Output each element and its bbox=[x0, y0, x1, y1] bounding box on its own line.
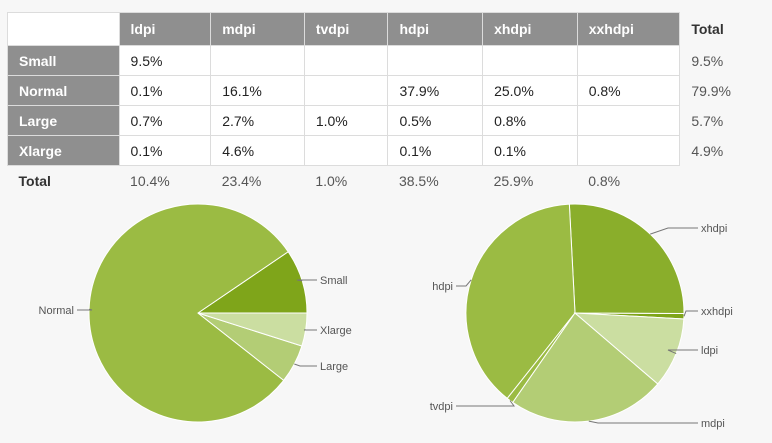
table-row-normal: Normal 0.1% 16.1% 37.9% 25.0% 0.8% 79.9% bbox=[7, 75, 772, 106]
col-header-hdpi: hdpi bbox=[387, 12, 484, 46]
pie-label-hdpi: hdpi bbox=[432, 281, 453, 293]
corner-cell bbox=[7, 12, 120, 46]
col-header-xhdpi: xhdpi bbox=[482, 12, 578, 46]
table-cell: 9.5% bbox=[118, 45, 212, 76]
table-cell: 25.0% bbox=[482, 75, 578, 106]
leader-line-normal bbox=[77, 308, 93, 311]
column-total: 10.4% bbox=[130, 172, 170, 189]
table-cell bbox=[482, 45, 578, 76]
table-cell bbox=[576, 105, 681, 136]
column-total: 0.8% bbox=[588, 172, 621, 189]
table-cell bbox=[303, 135, 389, 166]
pie-slice-hdpi bbox=[465, 203, 576, 400]
table-cell: 4.6% bbox=[210, 135, 305, 166]
pie-label-normal: Normal bbox=[39, 305, 74, 317]
row-total: 4.9% bbox=[691, 142, 724, 159]
col-header-total: Total bbox=[691, 21, 724, 37]
column-total: 25.9% bbox=[493, 172, 534, 189]
table-cell bbox=[303, 75, 389, 106]
table-cell: 37.9% bbox=[387, 75, 484, 106]
row-header-normal: Normal bbox=[7, 75, 120, 106]
table-cell bbox=[576, 45, 681, 76]
column-total: 38.5% bbox=[398, 172, 439, 189]
table-cell: 0.1% bbox=[482, 135, 578, 166]
row-header-xlarge: Xlarge bbox=[7, 135, 120, 166]
table-row-xlarge: Xlarge 0.1% 4.6% 0.1% 0.1% 4.9% bbox=[7, 135, 772, 166]
table-cell bbox=[576, 135, 681, 166]
pie-label-mdpi: mdpi bbox=[701, 418, 725, 430]
pie-label-xhdpi: xhdpi bbox=[701, 223, 727, 235]
pie-label-small: Small bbox=[320, 275, 348, 287]
table-cell bbox=[303, 45, 389, 76]
pie-label-tvdpi: tvdpi bbox=[430, 401, 453, 413]
row-total: 79.9% bbox=[691, 82, 732, 99]
row-total: 5.7% bbox=[691, 112, 724, 129]
density-table: ldpi mdpi tvdpi hdpi xhdpi xxhdpi Total … bbox=[7, 12, 772, 196]
table-row-large: Large 0.7% 2.7% 1.0% 0.5% 0.8% 5.7% bbox=[7, 105, 772, 136]
table-cell bbox=[387, 45, 484, 76]
leader-line-small bbox=[296, 279, 317, 282]
col-header-ldpi: ldpi bbox=[118, 12, 212, 46]
density-pie-chart: xxhdpi xhdpi hdpi tvdpi mdpi ldpi bbox=[430, 203, 733, 430]
table-cell: 2.7% bbox=[210, 105, 305, 136]
pie-label-xlarge: Xlarge bbox=[320, 325, 352, 337]
table-cell: 1.0% bbox=[303, 105, 389, 136]
pie-label-ldpi: ldpi bbox=[701, 345, 718, 357]
table-cell bbox=[210, 45, 305, 76]
table-cell: 16.1% bbox=[210, 75, 305, 106]
leader-line-tvdpi bbox=[456, 400, 515, 407]
leader-line-ldpi bbox=[667, 349, 698, 355]
table-cell: 0.1% bbox=[118, 135, 212, 166]
table-cell: 0.8% bbox=[482, 105, 578, 136]
pie-label-large: Large bbox=[320, 361, 348, 373]
leader-line-xhdpi bbox=[650, 227, 698, 235]
pie-slice-xhdpi bbox=[568, 203, 685, 315]
table-row-small: Small 9.5% 9.5% bbox=[7, 45, 772, 76]
leader-line-xxhdpi bbox=[683, 310, 698, 317]
col-header-xxhdpi: xxhdpi bbox=[576, 12, 681, 46]
table-cell: 0.7% bbox=[118, 105, 212, 136]
table-cell: 0.8% bbox=[576, 75, 681, 106]
column-total: 1.0% bbox=[315, 172, 348, 189]
totals-label: Total bbox=[18, 172, 51, 189]
table-row-totals: Total 10.4% 23.4% 1.0% 38.5% 25.9% 0.8% bbox=[8, 166, 772, 196]
table-cell: 0.1% bbox=[387, 135, 484, 166]
leader-line-hdpi bbox=[456, 279, 472, 287]
table-cell: 0.1% bbox=[118, 75, 212, 106]
leader-line-large bbox=[294, 363, 317, 367]
row-header-large: Large bbox=[7, 105, 120, 136]
row-total: 9.5% bbox=[691, 52, 724, 69]
screen-size-pie-chart: Small Normal Large Xlarge bbox=[39, 203, 352, 423]
pie-label-xxhdpi: xxhdpi bbox=[701, 306, 733, 318]
col-header-mdpi: mdpi bbox=[210, 12, 305, 46]
table-cell: 0.5% bbox=[387, 105, 484, 136]
col-header-tvdpi: tvdpi bbox=[303, 12, 389, 46]
column-total: 23.4% bbox=[221, 172, 262, 189]
leader-line-mdpi bbox=[588, 420, 698, 424]
row-header-small: Small bbox=[7, 45, 120, 76]
